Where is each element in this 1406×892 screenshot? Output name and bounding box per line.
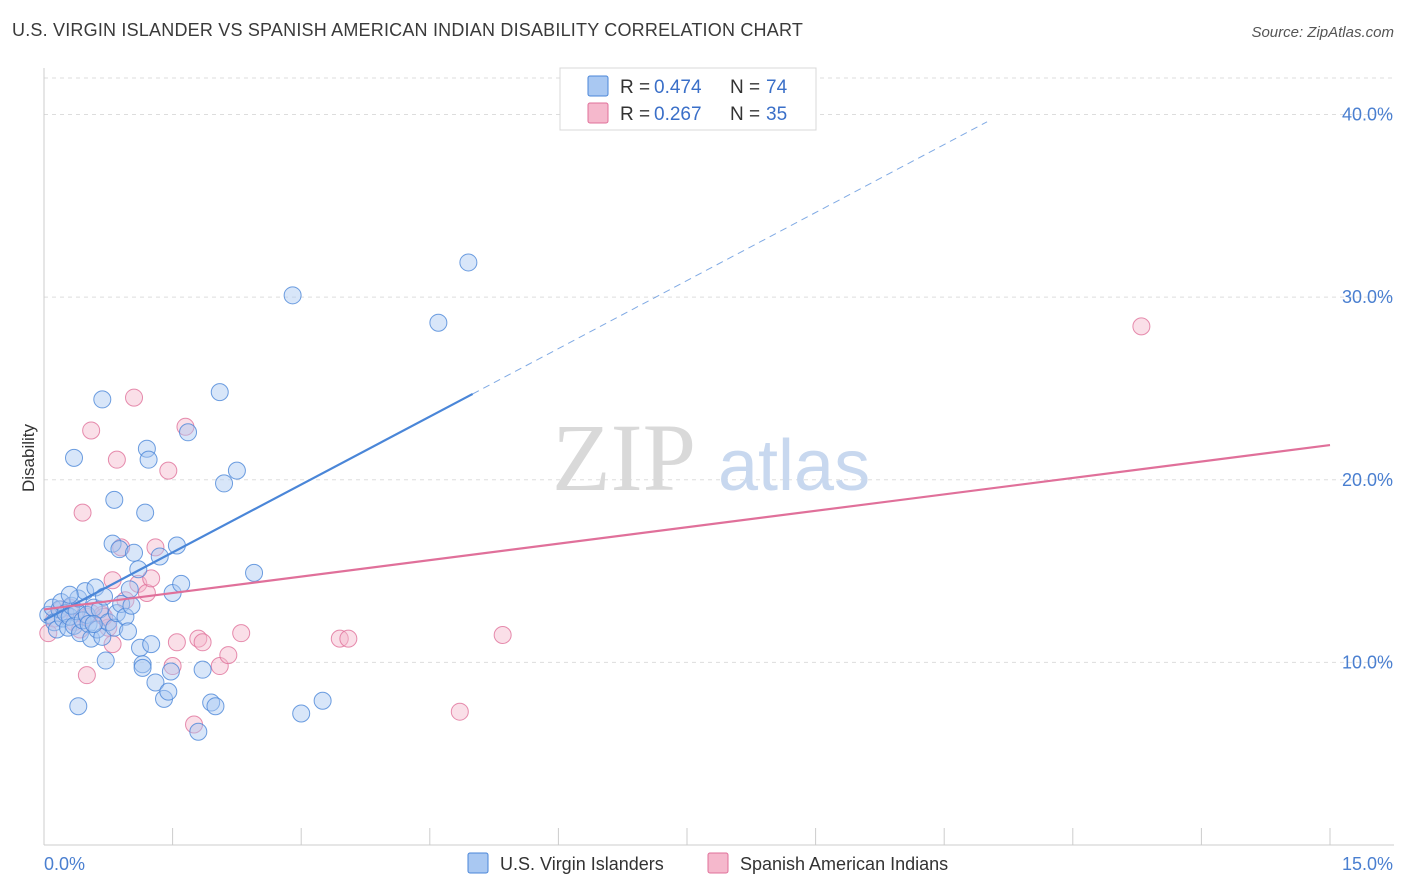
source-credit: Source: ZipAtlas.com: [1251, 24, 1394, 41]
pink-point-22: [146, 538, 165, 557]
pink-point-25: [167, 633, 186, 652]
bottom-legend: U.S. Virgin Islanders Spanish American I…: [467, 852, 948, 874]
blue-point-3: [47, 620, 66, 639]
blue-point-18: [79, 615, 98, 634]
blue-point-37: [125, 543, 144, 562]
blue-point-57: [206, 697, 225, 716]
blue-point-72: [84, 615, 103, 634]
legend-n-value-pink: 35: [766, 104, 787, 125]
legend-swatch-pink: [587, 102, 609, 124]
blue-point-53: [179, 423, 198, 442]
bottom-legend-label-blue: U.S. Virgin Islanders: [500, 854, 664, 874]
legend-n-label-blue: N =: [730, 77, 760, 98]
blue-trend-line: [43, 392, 474, 622]
blue-trend-extension: [472, 121, 988, 395]
blue-point-29: [105, 618, 124, 637]
x-tick-label-min: 0.0%: [44, 854, 85, 874]
y-tick-label-3: 40.0%: [1342, 105, 1393, 125]
legend-r-label-blue: R =: [620, 77, 650, 98]
blue-point-43: [139, 450, 158, 469]
trend-lines: [43, 121, 1331, 622]
blue-point-68: [65, 448, 84, 467]
bottom-legend-swatch-pink: [707, 852, 729, 874]
blue-point-70: [105, 490, 124, 509]
watermark: ZIP atlas: [552, 404, 870, 511]
y-axis-label: Disability: [19, 423, 38, 492]
pink-point-9: [77, 666, 96, 685]
legend-r-value-pink: 0.267: [654, 104, 702, 125]
pink-point-29: [193, 633, 212, 652]
pink-point-12: [99, 618, 118, 637]
blue-point-34: [119, 622, 138, 641]
blue-point-58: [210, 383, 229, 402]
blue-point-61: [245, 563, 264, 582]
blue-point-26: [96, 651, 115, 670]
pink-point-31: [219, 646, 238, 665]
axes: [43, 68, 1394, 846]
x-tick-label-max: 15.0%: [1342, 854, 1393, 874]
blue-point-51: [167, 536, 186, 555]
legend-n-value-blue: 74: [766, 77, 788, 98]
pink-point-32: [232, 624, 251, 643]
bottom-legend-swatch-blue: [467, 852, 489, 874]
legend-r-value-blue: 0.474: [654, 77, 702, 98]
pink-point-14: [107, 450, 126, 469]
blue-point-69: [93, 390, 112, 409]
blue-point-30: [107, 604, 126, 623]
blue-point-33: [116, 607, 135, 626]
blue-point-49: [161, 662, 180, 681]
pink-point-35: [450, 702, 469, 721]
pink-point-10: [82, 421, 101, 440]
watermark-zip: ZIP: [552, 404, 696, 511]
blue-point-52: [172, 574, 191, 593]
watermark-atlas: atlas: [718, 426, 870, 506]
blue-point-31: [110, 540, 129, 559]
blue-point-71: [133, 658, 152, 677]
top-legend: R = 0.474 N = 74 R = 0.267 N = 35: [559, 67, 817, 131]
y-tick-label-2: 30.0%: [1342, 287, 1393, 307]
bottom-legend-label-pink: Spanish American Indians: [740, 854, 948, 874]
blue-point-35: [120, 580, 139, 599]
series-points-blue: [39, 253, 478, 741]
blue-point-60: [227, 461, 246, 480]
pink-point-23: [159, 461, 178, 480]
chart-title: U.S. VIRGIN ISLANDER VS SPANISH AMERICAN…: [12, 20, 804, 40]
blue-point-64: [313, 691, 332, 710]
legend-swatch-blue: [587, 75, 609, 97]
blue-point-38: [129, 560, 148, 579]
legend-r-label-pink: R =: [620, 104, 650, 125]
blue-point-62: [283, 286, 302, 305]
pink-point-34: [339, 629, 358, 648]
blue-point-63: [292, 704, 311, 723]
blue-point-65: [429, 313, 448, 332]
y-tick-label-0: 10.0%: [1342, 652, 1393, 672]
blue-point-67: [69, 697, 88, 716]
blue-point-19: [82, 629, 101, 648]
pink-point-37: [1132, 317, 1151, 336]
blue-point-73: [60, 585, 79, 604]
blue-point-45: [146, 673, 165, 692]
blue-point-66: [459, 253, 478, 272]
pink-point-36: [493, 625, 512, 644]
blue-point-55: [193, 660, 212, 679]
y-tick-label-1: 20.0%: [1342, 470, 1393, 490]
pink-point-8: [73, 503, 92, 522]
legend-n-label-pink: N =: [730, 104, 760, 125]
blue-point-54: [189, 722, 208, 741]
blue-point-41: [136, 503, 155, 522]
blue-point-44: [142, 635, 161, 654]
blue-point-11: [65, 616, 84, 635]
blue-point-59: [215, 474, 234, 493]
pink-point-18: [125, 388, 144, 407]
y-tick-labels: 10.0% 20.0% 30.0% 40.0%: [1342, 105, 1393, 673]
blue-point-48: [159, 682, 178, 701]
pink-trend-line: [43, 443, 1331, 611]
pink-point-21: [142, 569, 161, 588]
